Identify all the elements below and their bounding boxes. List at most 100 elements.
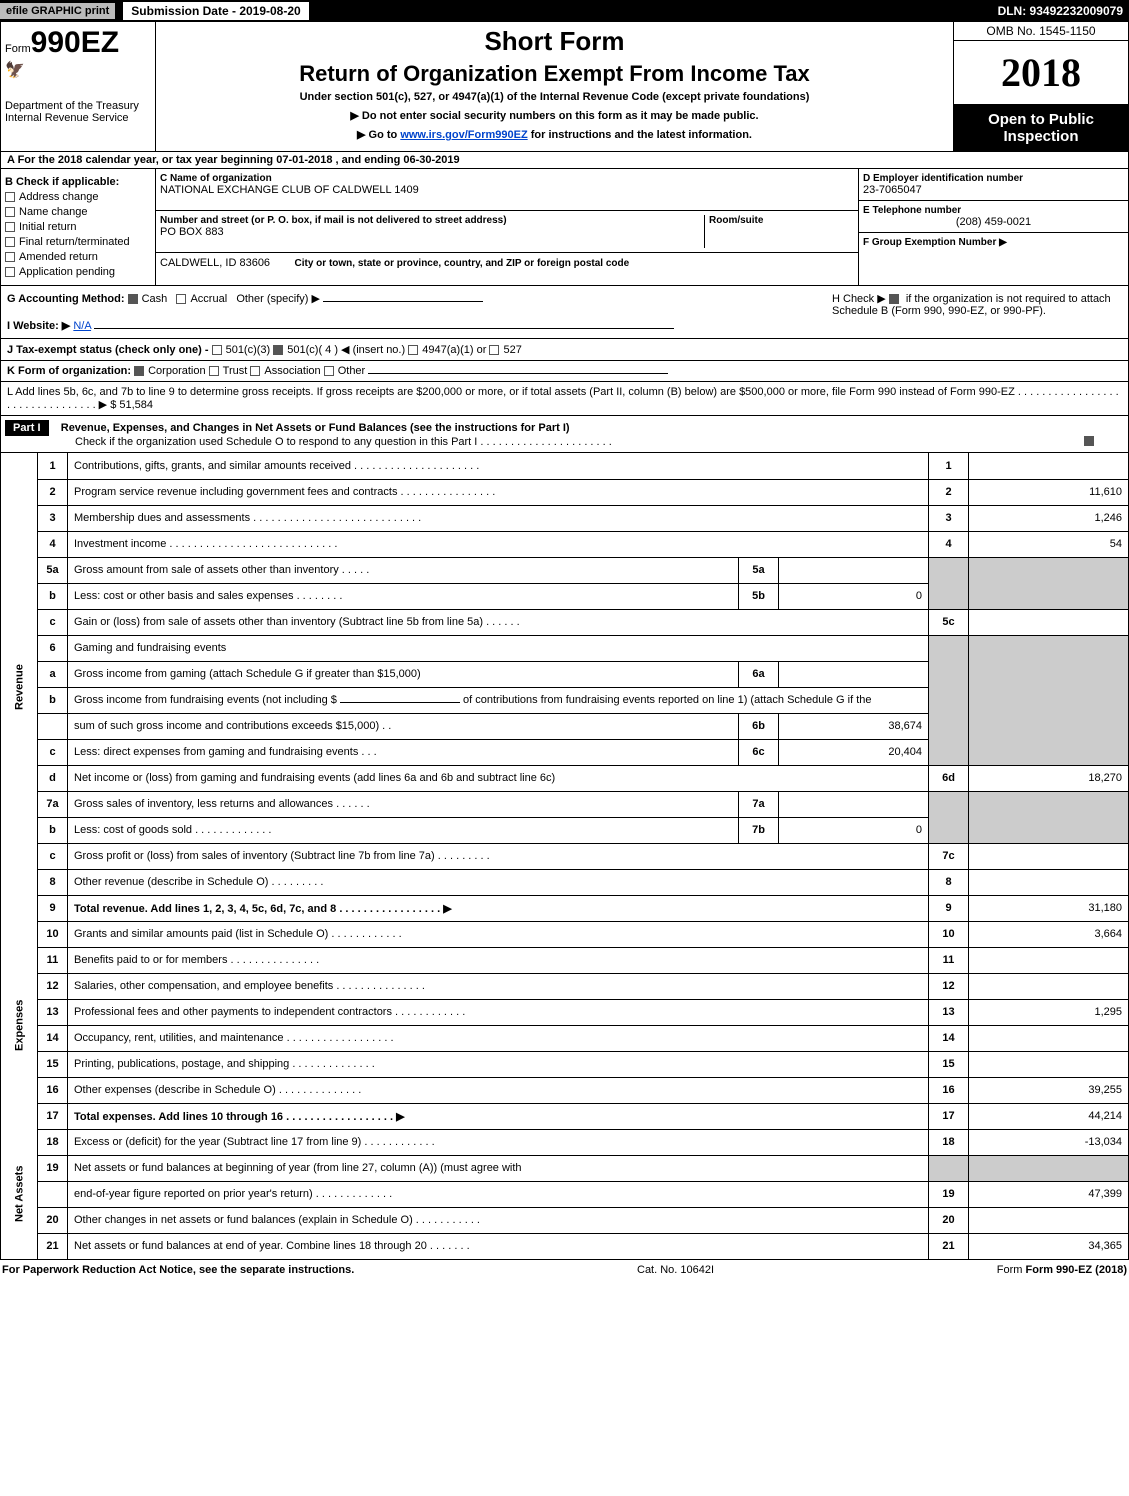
line-mno: 6a	[739, 661, 779, 687]
revenue-table: Revenue 1 Contributions, gifts, grants, …	[0, 453, 1129, 1260]
line-rval: 31,180	[969, 895, 1129, 921]
table-row: 4 Investment income . . . . . . . . . . …	[1, 531, 1129, 557]
table-row: 12 Salaries, other compensation, and emp…	[1, 973, 1129, 999]
k-trust: Trust	[223, 365, 248, 377]
line-desc: Gain or (loss) from sale of assets other…	[68, 609, 929, 635]
l6b-blank[interactable]	[340, 702, 460, 703]
line-rno: 2	[929, 479, 969, 505]
line-desc: end-of-year figure reported on prior yea…	[68, 1181, 929, 1207]
top-bar-left: efile GRAPHIC print Submission Date - 20…	[0, 2, 309, 20]
g-label: G Accounting Method:	[7, 293, 125, 305]
line-no: c	[38, 739, 68, 765]
line-desc: Professional fees and other payments to …	[68, 999, 929, 1025]
name-change-checkbox[interactable]	[5, 207, 15, 217]
line-mval: 20,404	[779, 739, 929, 765]
j-501c-checkbox[interactable]	[273, 345, 283, 355]
form-990ez: 990EZ	[31, 26, 119, 59]
j-501c3-checkbox[interactable]	[212, 345, 222, 355]
table-row: 7a Gross sales of inventory, less return…	[1, 791, 1129, 817]
line-rval	[969, 947, 1129, 973]
form-prefix: Form	[5, 43, 31, 55]
line-rval	[969, 1207, 1129, 1233]
instr2-post: for instructions and the latest informat…	[528, 129, 752, 141]
street-label: Number and street (or P. O. box, if mail…	[160, 215, 704, 226]
efile-print-btn[interactable]: efile GRAPHIC print	[0, 3, 115, 19]
footer-right: Form Form 990-EZ (2018)	[997, 1264, 1127, 1276]
k-trust-checkbox[interactable]	[209, 366, 219, 376]
sect-a-mid: , and ending	[332, 154, 403, 166]
line-rval: 11,610	[969, 479, 1129, 505]
line-rno: 3	[929, 505, 969, 531]
top-bar: efile GRAPHIC print Submission Date - 20…	[0, 0, 1129, 22]
line-desc: Less: cost or other basis and sales expe…	[68, 583, 739, 609]
line-rval	[969, 843, 1129, 869]
city-cell: CALDWELL, ID 83606 City or town, state o…	[156, 253, 858, 283]
k-other-checkbox[interactable]	[324, 366, 334, 376]
other-specify-line[interactable]	[323, 301, 483, 302]
k-corp-checkbox[interactable]	[134, 366, 144, 376]
pending-row: Application pending	[5, 266, 151, 278]
line-no: 3	[38, 505, 68, 531]
subtitle: Under section 501(c), 527, or 4947(a)(1)…	[160, 91, 949, 103]
accounting-method-row: G Accounting Method: Cash Accrual Other …	[7, 292, 832, 305]
website-value[interactable]: N/A	[73, 320, 91, 332]
j-4947-checkbox[interactable]	[408, 345, 418, 355]
short-form-title: Short Form	[160, 26, 949, 57]
table-row: 5a Gross amount from sale of assets othe…	[1, 557, 1129, 583]
pending-checkbox[interactable]	[5, 267, 15, 277]
city-label: City or town, state or province, country…	[295, 258, 630, 269]
line-no: 14	[38, 1025, 68, 1051]
ein-cell: D Employer identification number 23-7065…	[859, 169, 1128, 201]
dln-label: DLN: 93492232009079	[998, 4, 1129, 18]
line-rval: 1,246	[969, 505, 1129, 531]
line-rno: 5c	[929, 609, 969, 635]
part-i-badge: Part I	[5, 420, 49, 436]
footer-mid: Cat. No. 10642I	[637, 1264, 714, 1276]
phone-cell: E Telephone number (208) 459-0021	[859, 201, 1128, 233]
line-no: 12	[38, 973, 68, 999]
line-mval	[779, 557, 929, 583]
line-no: 13	[38, 999, 68, 1025]
part-i-checkbox[interactable]	[1084, 436, 1094, 446]
line-rno: 1	[929, 453, 969, 479]
line-no: 4	[38, 531, 68, 557]
l6b-pre: Gross income from fundraising events (no…	[74, 694, 340, 706]
section-a: A For the 2018 calendar year, or tax yea…	[0, 152, 1129, 169]
k-assoc-checkbox[interactable]	[250, 366, 260, 376]
line-desc: Gross income from fundraising events (no…	[68, 687, 929, 713]
table-row: 15 Printing, publications, postage, and …	[1, 1051, 1129, 1077]
line-no: 11	[38, 947, 68, 973]
accrual-checkbox[interactable]	[176, 294, 186, 304]
table-row: d Net income or (loss) from gaming and f…	[1, 765, 1129, 791]
addr-change-row: Address change	[5, 191, 151, 203]
line-no	[38, 1181, 68, 1207]
instruction-2: ▶ Go to www.irs.gov/Form990EZ for instru…	[160, 128, 949, 141]
revenue-side-label: Revenue	[1, 453, 38, 921]
pending-label: Application pending	[19, 266, 115, 278]
amended-return-checkbox[interactable]	[5, 252, 15, 262]
addr-change-checkbox[interactable]	[5, 192, 15, 202]
initial-return-checkbox[interactable]	[5, 222, 15, 232]
col-d: D Employer identification number 23-7065…	[858, 169, 1128, 285]
k-assoc: Association	[264, 365, 320, 377]
k-other-line[interactable]	[368, 373, 668, 374]
line-rno: 7c	[929, 843, 969, 869]
line-no: 2	[38, 479, 68, 505]
line-mval: 0	[779, 583, 929, 609]
line-no: 16	[38, 1077, 68, 1103]
line-rval	[969, 1025, 1129, 1051]
j-527-checkbox[interactable]	[489, 345, 499, 355]
cash-checkbox[interactable]	[128, 294, 138, 304]
final-return-checkbox[interactable]	[5, 237, 15, 247]
j-501c: 501(c)( 4 ) ◀ (insert no.)	[287, 344, 405, 356]
h-checkbox[interactable]	[889, 294, 899, 304]
instruction-1: ▶ Do not enter social security numbers o…	[160, 109, 949, 122]
line-no: c	[38, 843, 68, 869]
section-l: L Add lines 5b, 6c, and 7b to line 9 to …	[0, 382, 1129, 416]
line-mno: 6b	[739, 713, 779, 739]
table-row: 20 Other changes in net assets or fund b…	[1, 1207, 1129, 1233]
section-g: G Accounting Method: Cash Accrual Other …	[0, 286, 1129, 339]
irs-link[interactable]: www.irs.gov/Form990EZ	[400, 129, 527, 141]
expenses-side-label: Expenses	[1, 921, 38, 1129]
k-label: K Form of organization:	[7, 365, 131, 377]
